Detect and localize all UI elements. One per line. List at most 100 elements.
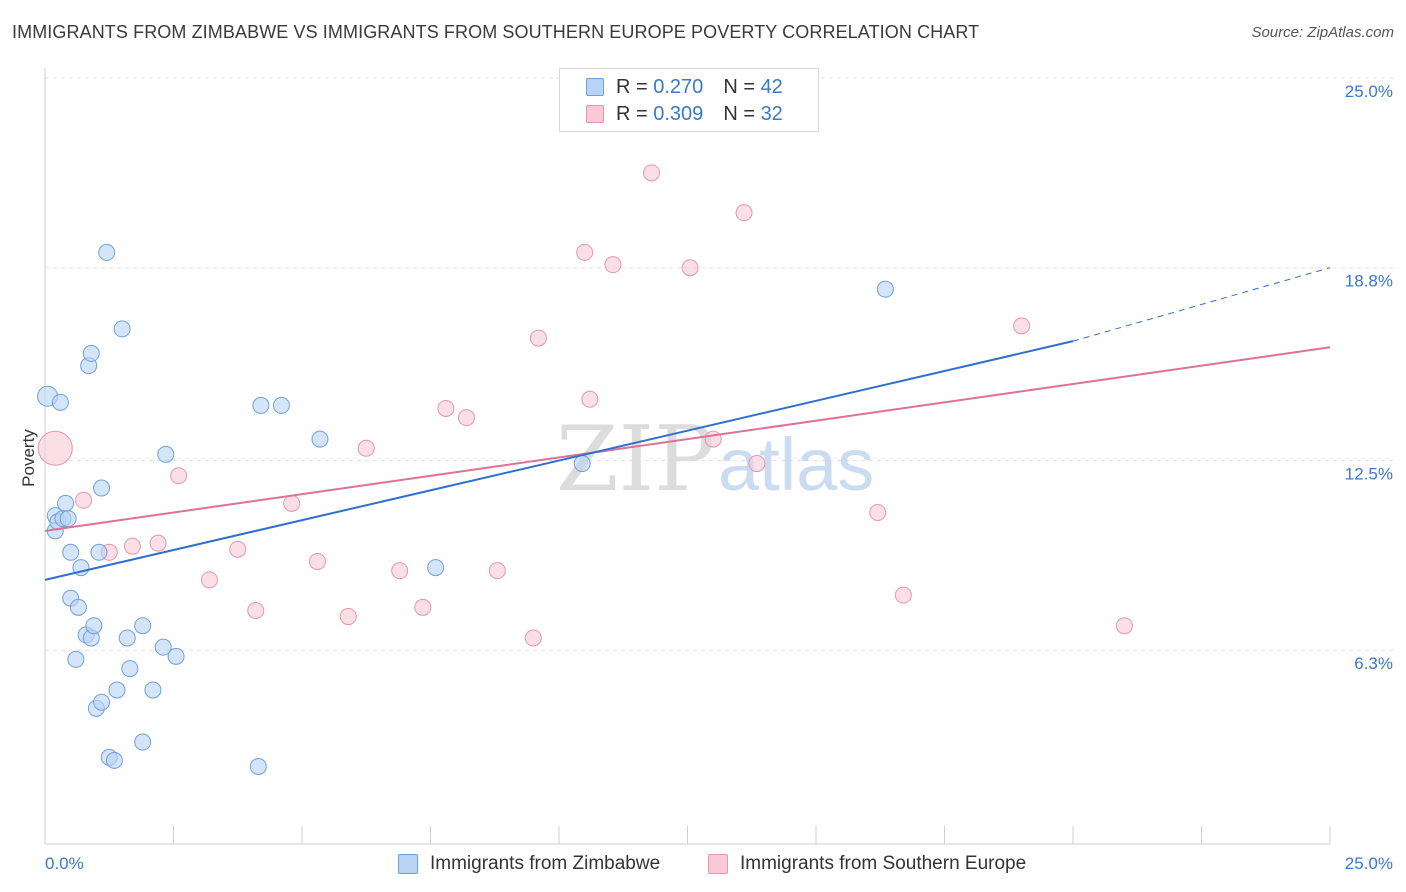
point-southern-europe [869,504,887,522]
point-zimbabwe [113,320,131,338]
point-zimbabwe [69,598,87,616]
point-southern-europe [229,540,247,558]
point-zimbabwe [252,396,270,414]
point-southern-europe [149,534,167,552]
point-zimbabwe [108,681,126,699]
legend-r-label: R = [616,75,648,98]
point-southern-europe [391,562,409,580]
watermark-atlas: atlas [718,423,874,506]
point-zimbabwe [98,243,116,261]
x-tick-label: 25.0% [1345,854,1393,873]
legend-n-label: N = [723,75,755,98]
point-southern-europe [37,430,73,466]
point-southern-europe [339,608,357,626]
point-zimbabwe [62,543,80,561]
point-southern-europe [357,439,375,457]
point-southern-europe [488,562,506,580]
point-southern-europe [308,552,326,570]
point-zimbabwe [134,617,152,635]
y-tick-label: 12.5% [1345,465,1393,484]
point-southern-europe [283,494,301,512]
bottom-legend-label-zimbabwe: Immigrants from Zimbabwe [430,853,661,874]
point-zimbabwe [51,393,69,411]
point-southern-europe [581,390,599,408]
point-southern-europe [414,598,432,616]
legend-n-label: N = [723,102,755,125]
point-zimbabwe [93,479,111,497]
point-southern-europe [75,491,93,509]
point-zimbabwe [876,280,894,298]
legend-n-value: 42 [760,75,783,98]
trend-line-zimbabwe [44,340,1074,581]
point-southern-europe [643,164,661,182]
y-axis-label: Poverty [19,429,38,487]
point-zimbabwe [144,681,162,699]
point-southern-europe [704,430,722,448]
y-tick-label: 6.3% [1354,654,1393,673]
stats-legend: R = 0.270 N = 42 R = 0.309 N = 32 [559,68,819,132]
point-southern-europe [457,409,475,427]
point-zimbabwe [573,455,591,473]
point-zimbabwe [57,494,75,512]
point-southern-europe [576,243,594,261]
point-southern-europe [604,256,622,274]
point-zimbabwe [59,510,77,528]
legend-r-value: 0.270 [653,75,704,98]
chart-title: IMMIGRANTS FROM ZIMBABWE VS IMMIGRANTS F… [12,22,980,42]
trend-lines [44,267,1331,581]
point-southern-europe [524,629,542,647]
legend-n-value: 32 [760,102,783,125]
point-southern-europe [894,586,912,604]
y-tick-label: 18.8% [1345,272,1393,291]
point-zimbabwe [427,559,445,577]
y-tick-label: 25.0% [1345,82,1393,101]
point-southern-europe [681,259,699,277]
bottom-legend-swatch-pink [708,854,728,874]
bottom-legend-swatch-blue [398,854,418,874]
point-southern-europe [247,601,265,619]
series-southern-europe-points [37,164,1133,647]
point-zimbabwe [90,543,108,561]
point-zimbabwe [134,733,152,751]
point-southern-europe [437,399,455,417]
point-southern-europe [1115,617,1133,635]
point-zimbabwe [311,430,329,448]
series-zimbabwe-points [37,243,894,775]
point-zimbabwe [121,660,139,678]
point-zimbabwe [154,638,172,656]
point-southern-europe [170,467,188,485]
point-southern-europe [1013,317,1031,335]
point-zimbabwe [272,396,290,414]
point-southern-europe [735,204,753,222]
point-zimbabwe [67,650,85,668]
legend-swatch-blue [586,78,604,96]
legend-swatch-pink [586,105,604,123]
point-southern-europe [123,537,141,555]
point-zimbabwe [157,445,175,463]
point-zimbabwe [105,751,123,769]
bottom-legend-zimbabwe: Immigrants from Zimbabwe [398,852,660,876]
point-zimbabwe [249,758,267,775]
legend-r-label: R = [616,102,648,125]
grid-layer [45,77,1394,651]
point-southern-europe [529,329,547,347]
point-zimbabwe [93,693,111,711]
source-label: Source: ZipAtlas.com [1251,24,1394,41]
tick-labels: 6.3% 12.5% 18.8% 25.0% 0.0% 25.0% [45,82,1393,873]
watermark: ZIP atlas [556,407,874,512]
legend-row-southern-europe: R = 0.309 N = 32 [586,103,783,125]
x-tick-label: 0.0% [45,854,84,873]
point-southern-europe [200,571,218,589]
legend-r-value: 0.309 [653,102,704,125]
trend-line-southern-europe [44,346,1331,532]
point-zimbabwe [82,344,100,362]
trend-line-zimbabwe-extension [1072,267,1331,342]
point-zimbabwe [85,617,103,635]
bottom-legend-southern-europe: Immigrants from Southern Europe [708,852,1026,876]
point-zimbabwe [167,647,185,665]
point-zimbabwe [118,629,136,647]
bottom-legend-label-southern-europe: Immigrants from Southern Europe [740,853,1027,874]
point-southern-europe [748,455,766,473]
legend-row-zimbabwe: R = 0.270 N = 42 [586,76,783,98]
